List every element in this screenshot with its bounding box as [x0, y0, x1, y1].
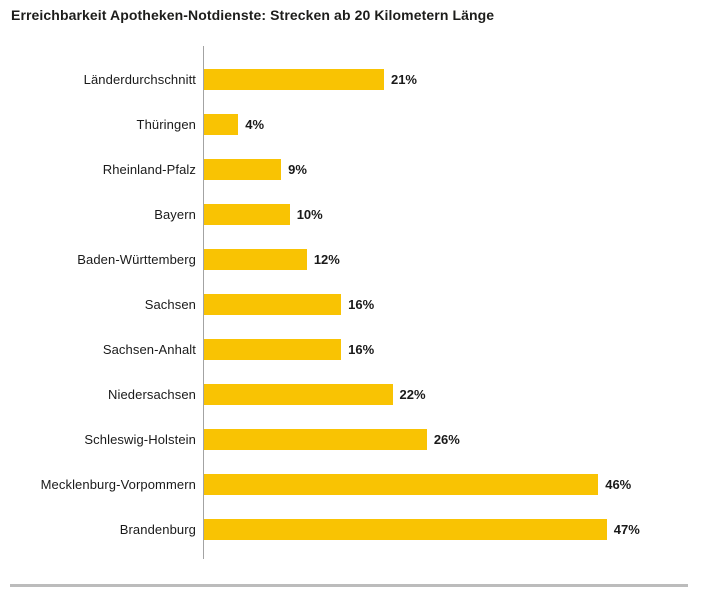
row-label: Niedersachsen [107, 386, 196, 402]
chart-row: Sachsen 16% [0, 282, 704, 327]
value-label: 16% [348, 296, 375, 312]
chart-row: Brandenburg 47% [0, 507, 704, 552]
value-label: 4% [245, 116, 265, 132]
row-label: Thüringen [136, 116, 196, 132]
value-label: 47% [613, 521, 640, 537]
row-label: Brandenburg [119, 521, 196, 537]
chart-row: Länderdurchschnitt 21% [0, 57, 704, 102]
value-label: 22% [399, 386, 426, 402]
row-label: Schleswig-Holstein [84, 431, 196, 447]
chart-row: Bayern 10% [0, 192, 704, 237]
bar [204, 113, 239, 135]
value-label: 16% [348, 341, 375, 357]
value-label: 26% [433, 431, 460, 447]
chart-row: Schleswig-Holstein 26% [0, 417, 704, 462]
row-label: Länderdurchschnitt [83, 71, 196, 87]
bar [204, 518, 607, 540]
chart-row: Niedersachsen 22% [0, 372, 704, 417]
value-label: 21% [390, 71, 417, 87]
bar [204, 68, 384, 90]
row-label: Bayern [154, 206, 196, 222]
bar [204, 473, 599, 495]
y-axis-line [203, 46, 204, 559]
bar [204, 338, 342, 360]
page-title: Erreichbarkeit Apotheken-Notdienste: Str… [11, 7, 495, 23]
row-label: Mecklenburg-Vorpommern [40, 476, 196, 492]
bar [204, 428, 427, 450]
value-label: 46% [605, 476, 632, 492]
value-label: 9% [288, 161, 307, 177]
row-label: Sachsen-Anhalt [102, 341, 196, 357]
chart-row: Mecklenburg-Vorpommern 46% [0, 462, 704, 507]
bar [204, 383, 393, 405]
row-label: Sachsen [144, 296, 196, 312]
chart-row: Baden-Württemberg 12% [0, 237, 704, 282]
bar [204, 248, 307, 270]
chart-row: Thüringen 4% [0, 102, 704, 147]
row-label: Baden-Württemberg [77, 251, 196, 267]
bottom-divider [10, 584, 688, 587]
value-label: 12% [313, 251, 340, 267]
value-label: 10% [296, 206, 323, 222]
chart-row: Sachsen-Anhalt 16% [0, 327, 704, 372]
bar [204, 203, 290, 225]
chart-row: Rheinland-Pfalz 9% [0, 147, 704, 192]
row-label: Rheinland-Pfalz [102, 161, 196, 177]
bar [204, 158, 282, 180]
bar [204, 293, 342, 315]
